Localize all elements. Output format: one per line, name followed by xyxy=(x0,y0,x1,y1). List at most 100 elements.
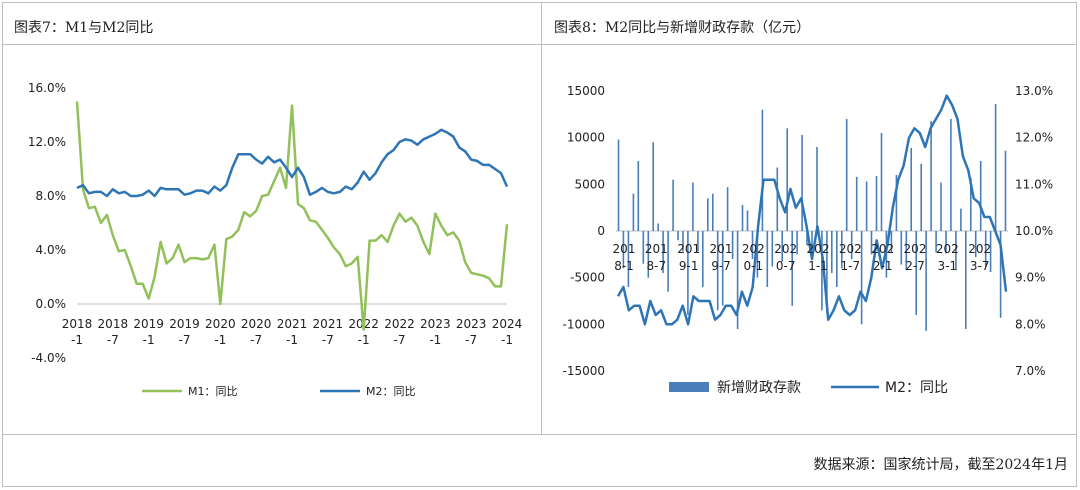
fiscal-deposit-bar xyxy=(960,208,962,231)
x-tick-month: -1 xyxy=(501,333,513,347)
x-tick-label-top: 202 xyxy=(807,242,830,256)
fiscal-deposit-bar xyxy=(721,231,724,306)
fiscal-deposit-bar xyxy=(974,231,977,258)
fiscal-deposit-bar xyxy=(905,231,908,271)
fiscal-deposit-bar xyxy=(841,231,843,269)
x-tick-label-top: 202 xyxy=(936,242,959,256)
right-chart-title: 图表8：M2同比与新增财政存款（亿元） xyxy=(554,20,811,36)
fiscal-deposit-bar xyxy=(741,204,744,231)
y-left-tick-label: 5000 xyxy=(574,177,605,191)
legend-swatch-bar xyxy=(669,382,709,392)
x-tick-label-bottom: 2-7 xyxy=(905,259,925,273)
x-tick-label-top: 201 xyxy=(613,242,636,256)
fiscal-deposit-bar xyxy=(994,104,997,231)
fiscal-deposit-bar xyxy=(930,120,932,231)
fiscal-deposit-bar xyxy=(965,231,967,329)
fiscal-deposit-bar xyxy=(870,231,873,255)
m2-fiscal-chart: 15000 10000 5000 0 -5000 -10000 -15000 13.0% 12.… xyxy=(562,84,1053,396)
y-tick-label: 16.0% xyxy=(28,81,66,95)
x-tick-label-bottom: 0-7 xyxy=(776,259,796,273)
fiscal-deposit-bar xyxy=(979,161,982,231)
fiscal-deposit-bar xyxy=(746,210,749,231)
fiscal-deposit-bar xyxy=(925,231,927,331)
fiscal-deposit-bar xyxy=(716,231,719,311)
x-tick-label-top: 202 xyxy=(968,242,991,256)
fiscal-deposit-bar xyxy=(707,198,709,231)
fiscal-deposit-bar xyxy=(955,231,957,271)
fiscal-deposit-bar xyxy=(731,231,734,259)
x-tick-label-top: 202 xyxy=(774,242,797,256)
y-right-tick-label: 9.0% xyxy=(1015,271,1046,285)
fiscal-deposit-bar xyxy=(836,231,838,287)
x-tick-label-bottom: 8-7 xyxy=(647,259,667,273)
x-tick-year: 2024 xyxy=(492,317,523,331)
m1-m2-chart: 16.0% 12.0% 8.0% 4.0% 0.0% -4.0% 2018 -1 2018 -7 2… xyxy=(28,81,523,398)
fiscal-deposit-bar xyxy=(687,231,689,315)
x-tick-month: -7 xyxy=(107,333,119,347)
x-tick-label-bottom: 9-1 xyxy=(679,259,699,273)
y-left-tick-label: -5000 xyxy=(570,271,605,285)
fiscal-deposit-bar xyxy=(627,231,630,287)
fiscal-deposit-bar xyxy=(761,109,764,231)
y-right-tick-label: 11.0% xyxy=(1015,177,1053,191)
data-source-note: 数据来源：国家统计局，截至2024年1月 xyxy=(813,457,1068,473)
fiscal-deposit-bar xyxy=(811,231,813,250)
fiscal-deposit-bar xyxy=(632,193,635,231)
fiscal-deposit-bar xyxy=(692,182,694,231)
x-tick-label-bottom: 0-1 xyxy=(744,259,764,273)
fiscal-deposit-bar xyxy=(1004,150,1007,231)
fiscal-deposit-bar xyxy=(890,231,893,253)
fiscal-deposit-bar xyxy=(677,231,679,241)
fiscal-deposit-bar xyxy=(865,181,868,231)
x-tick-label-top: 202 xyxy=(839,242,862,256)
fiscal-deposit-bar xyxy=(637,161,640,231)
fiscal-deposit-bar xyxy=(642,231,645,264)
y-tick-label: 12.0% xyxy=(28,135,66,149)
x-tick-month: -7 xyxy=(250,333,262,347)
fiscal-deposit-bar xyxy=(771,231,774,267)
x-tick-year: 2020 xyxy=(205,317,236,331)
fiscal-deposit-bar xyxy=(970,177,972,231)
y-right-tick-label: 10.0% xyxy=(1015,224,1053,238)
x-tick-month: -7 xyxy=(465,333,477,347)
fiscal-deposit-bar xyxy=(667,231,669,292)
x-tick-year: 2022 xyxy=(384,317,415,331)
y-left-tick-label: 15000 xyxy=(567,84,605,98)
fiscal-deposit-bar xyxy=(697,231,699,252)
panel-divider xyxy=(541,2,542,434)
x-tick-year: 2023 xyxy=(420,317,451,331)
x-tick-year: 2018 xyxy=(62,317,93,331)
x-tick-month: -7 xyxy=(179,333,191,347)
x-tick-label-bottom: 8-1 xyxy=(614,259,634,273)
x-tick-year: 2023 xyxy=(456,317,487,331)
x-tick-month: -1 xyxy=(429,333,441,347)
fiscal-deposit-bar xyxy=(652,142,654,231)
series-line-m1 xyxy=(75,101,509,331)
fiscal-deposit-bar xyxy=(821,231,823,311)
x-tick-month: -1 xyxy=(143,333,155,347)
x-tick-label-top: 202 xyxy=(871,242,894,256)
fiscal-deposit-bar xyxy=(702,231,704,287)
x-tick-label-bottom: 3-1 xyxy=(938,259,958,273)
y-right-tick-label: 7.0% xyxy=(1015,364,1046,378)
fiscal-deposit-bar xyxy=(935,231,937,253)
x-tick-month: -7 xyxy=(394,333,406,347)
fiscal-deposit-bar xyxy=(736,231,739,329)
fiscal-deposit-bar xyxy=(622,231,625,269)
x-tick-label-bottom: 1-7 xyxy=(841,259,861,273)
fiscal-deposit-bar xyxy=(999,231,1002,318)
fiscal-deposit-bar xyxy=(672,179,674,231)
legend-label: M2：同比 xyxy=(366,385,416,398)
y-left-tick-label: -15000 xyxy=(562,364,605,378)
fiscal-deposit-bar xyxy=(826,231,828,314)
x-tick-label-bottom: 1-1 xyxy=(808,259,828,273)
y-tick-label: 0.0% xyxy=(36,297,67,311)
x-tick-label-top: 202 xyxy=(904,242,927,256)
x-tick-label-top: 201 xyxy=(677,242,700,256)
x-tick-label-bottom: 2-1 xyxy=(873,259,893,273)
x-tick-year: 2020 xyxy=(241,317,272,331)
x-tick-month: -1 xyxy=(214,333,226,347)
x-tick-year: 2021 xyxy=(277,317,308,331)
fiscal-deposit-bar xyxy=(662,231,664,273)
